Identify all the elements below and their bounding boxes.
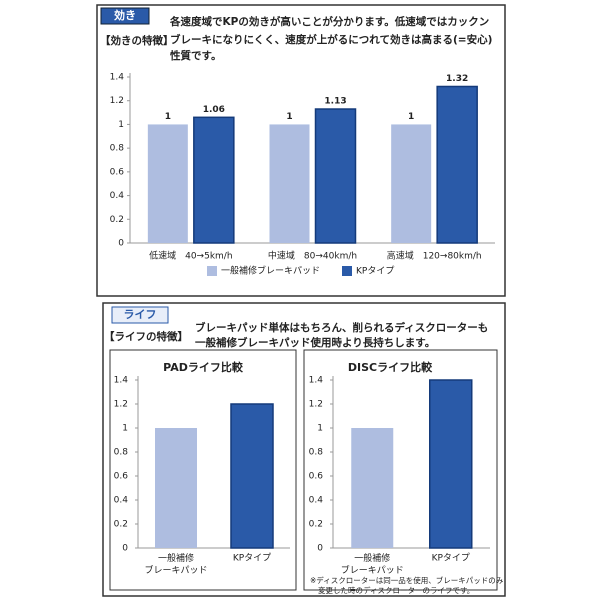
value-label: 1.06 [203, 105, 225, 115]
description: ブレーキになりにくく、速度が上がるにつれて効きは高まる(=安心) [170, 33, 492, 46]
legend-label: 一般補修ブレーキパッド [221, 265, 320, 277]
y-tick-label: 0 [317, 544, 323, 554]
y-tick-label: 0.2 [309, 520, 323, 530]
y-tick-label: 1.2 [309, 400, 323, 410]
y-tick-label: 1.2 [114, 400, 128, 410]
y-tick-label: 0.6 [114, 472, 129, 482]
feature-label: 【ライフの特徴】 [104, 330, 188, 343]
legend-swatch [342, 266, 352, 276]
y-tick-label: 1.4 [110, 73, 125, 83]
y-tick-label: 1 [118, 120, 124, 130]
y-tick-label: 0.8 [309, 448, 324, 458]
x-tick-label: KPタイプ [233, 553, 271, 564]
value-label: 1.32 [446, 74, 468, 84]
value-label: 1 [408, 112, 414, 122]
y-tick-label: 1.2 [110, 96, 124, 106]
feature-label: 【効きの特徴】 [100, 34, 174, 47]
y-tick-label: 0.4 [114, 496, 129, 506]
tag: ライフ [124, 308, 157, 321]
tag: 効き [114, 8, 136, 22]
bar [351, 428, 394, 548]
value-label: 1 [165, 112, 171, 122]
y-tick-label: 0.4 [309, 496, 324, 506]
description: 性質です。 [170, 49, 221, 62]
bar [429, 379, 473, 549]
note: ※ディスクローターは同一品を使用、ブレーキパッドのみ [310, 575, 504, 585]
bar [193, 116, 235, 244]
y-tick-label: 1 [122, 424, 128, 434]
x-tick-label: 一般補修ブレーキパッド [144, 552, 207, 576]
y-tick-label: 1 [317, 424, 323, 434]
y-tick-label: 0.8 [110, 144, 125, 154]
x-tick-label: 高速域 120→80km/h [387, 250, 482, 262]
tag-box [100, 7, 150, 25]
value-label: 1 [286, 112, 292, 122]
x-tick-label: KPタイプ [432, 553, 470, 564]
chart-title: DISCライフ比較 [348, 360, 433, 374]
x-tick-label: 低速域 40→5km/h [149, 250, 232, 262]
bar [269, 124, 310, 243]
y-tick-label: 0.4 [110, 191, 125, 201]
bar [155, 428, 197, 548]
description: ブレーキパッド単体はもちろん、削られるディスクローターも [195, 321, 488, 334]
bar [147, 124, 188, 243]
y-tick-label: 0.6 [309, 472, 324, 482]
y-tick-label: 0.8 [114, 448, 129, 458]
y-tick-label: 1.4 [114, 376, 129, 386]
y-tick-label: 0 [122, 544, 128, 554]
tag-box [111, 306, 169, 324]
note: 変更した時のディスクローターのライフです。 [318, 585, 474, 595]
x-tick-label: 中速域 80→40km/h [268, 250, 357, 262]
legend-swatch [207, 266, 217, 276]
bar [436, 85, 478, 244]
bar [230, 403, 274, 549]
bar [391, 124, 432, 243]
x-tick-label: 一般補修ブレーキパッド [341, 552, 404, 576]
description: 一般補修ブレーキパッド使用時より長持ちします。 [195, 336, 435, 349]
y-tick-label: 0.2 [110, 215, 124, 225]
y-tick-label: 0.6 [110, 167, 125, 177]
y-tick-label: 0 [118, 239, 124, 249]
description: 各速度域でKPの効きが高いことが分かります。低速域ではカックン [169, 15, 489, 28]
value-label: 1.13 [324, 97, 346, 107]
chart-title: PADライフ比較 [163, 360, 244, 374]
y-tick-label: 1.4 [309, 376, 324, 386]
bar [314, 108, 357, 244]
legend-label: KPタイプ [356, 266, 394, 277]
y-tick-label: 0.2 [114, 520, 128, 530]
